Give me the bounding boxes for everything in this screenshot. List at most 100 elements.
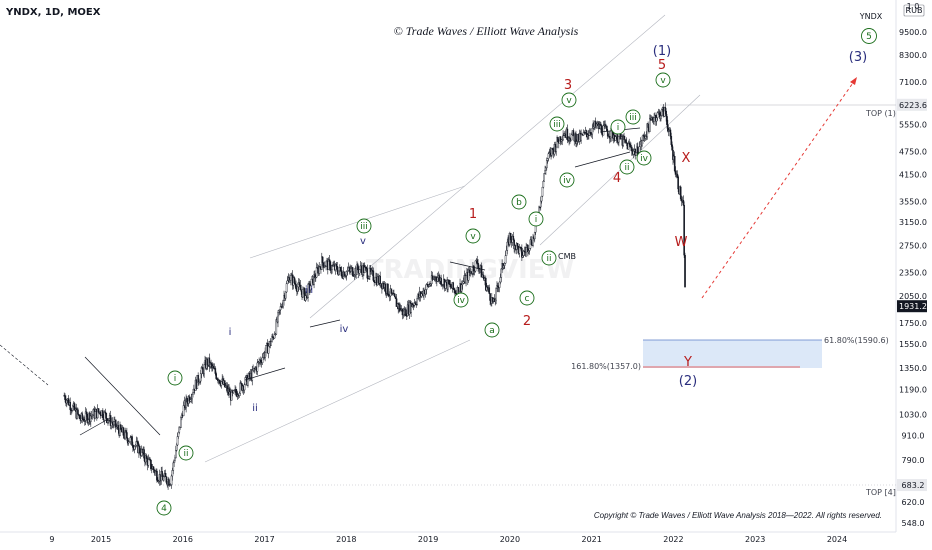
wave-label-blue: ii: [252, 403, 258, 414]
candle-body: [293, 277, 296, 284]
fib-618-label: 61.80%(1590.6): [824, 336, 889, 345]
candle-body: [670, 136, 673, 145]
candle-body: [444, 281, 447, 289]
time-tick-label: 2021: [581, 535, 601, 544]
candle-body: [641, 140, 643, 146]
candle-body: [289, 279, 291, 283]
candle-body: [150, 468, 153, 470]
wave-label-green-circle: [655, 72, 671, 88]
wave-label-green-circle: [636, 150, 652, 166]
candle-body: [623, 135, 625, 141]
cmb-label: CMB: [558, 252, 576, 261]
candle-body: [512, 235, 515, 241]
price-tick-label: 1190.0: [899, 386, 927, 395]
wave-label-blue: (1): [653, 44, 671, 59]
price-tick-label: 548.0: [902, 519, 925, 528]
candle-body: [265, 345, 267, 353]
candle-body: [64, 395, 66, 400]
candle-body: [545, 167, 547, 171]
candle-body: [653, 117, 655, 122]
candle-body: [366, 268, 369, 279]
candle-body: [97, 408, 100, 413]
price-tick-label: 910.0: [902, 432, 925, 441]
currency-label: RUB: [906, 6, 923, 15]
wave-label-green-circle: [619, 159, 635, 175]
candle-body: [414, 302, 417, 305]
candle-body: [576, 141, 578, 144]
candle-body: [126, 432, 128, 439]
candle-body: [606, 126, 608, 132]
candle-body: [532, 236, 534, 246]
candle-body: [174, 457, 176, 461]
wave-label-blue: (2): [679, 374, 697, 389]
wave-label-green-circle: [167, 370, 183, 386]
time-tick-label: 2018: [336, 535, 356, 544]
candle-body: [387, 283, 389, 295]
candle-body: [661, 109, 663, 116]
candle-body: [107, 420, 109, 423]
candle-body: [129, 437, 132, 442]
wave-label-red: 5: [658, 58, 666, 73]
wave-label-green: iii: [553, 120, 561, 130]
candle-body: [518, 246, 521, 254]
time-tick-label: 2023: [745, 535, 765, 544]
candle-body: [679, 186, 682, 200]
candle-body: [614, 136, 617, 141]
wave-label-green-circle: [519, 290, 535, 306]
candle-body: [630, 146, 633, 152]
candle-body: [309, 285, 312, 291]
candle-body: [200, 367, 203, 374]
candle-body: [133, 446, 136, 450]
time-tick-label: 2022: [663, 535, 683, 544]
candle-body: [336, 266, 339, 272]
candle-body: [175, 450, 177, 459]
wave-label-green-circle: [549, 116, 565, 132]
candle-body: [191, 394, 193, 400]
candle-body: [87, 419, 90, 423]
candle-body: [660, 115, 662, 120]
candle-body: [495, 288, 497, 301]
wave-label-red: 3: [564, 78, 572, 93]
wave-labels: 4iiiiiiivvabciiiiiiivviiiiiiivv5iiiiiiiv…: [156, 28, 877, 516]
price-tick-label: 4150.0: [899, 171, 927, 180]
candle-body: [328, 259, 331, 262]
symbol-line: YNDX, 1D, MOEX: [5, 7, 101, 18]
price-tick-label: 2750.0: [899, 241, 927, 250]
candle-body: [91, 414, 94, 416]
price-tick-label: 1350.0: [899, 364, 927, 373]
candle-body: [489, 293, 491, 301]
candle-body: [239, 382, 242, 394]
candle-body: [540, 195, 543, 202]
candle-body: [284, 291, 287, 299]
candle-body: [667, 124, 669, 132]
candle-body: [152, 466, 155, 471]
price-tick-label: 4750.0: [899, 147, 927, 156]
candle-body: [170, 475, 173, 485]
candle-body: [315, 267, 318, 278]
candle-body: [260, 359, 262, 363]
fib-1618-label: 161.80%(1357.0): [571, 362, 641, 371]
candle-body: [384, 283, 387, 292]
candle-body: [106, 418, 108, 423]
candle-body: [585, 130, 588, 134]
time-tick-label: 2019: [418, 535, 438, 544]
wave-label-green: ii: [624, 163, 629, 173]
candle-body: [138, 446, 141, 454]
candle-body: [285, 283, 288, 293]
candle-body: [454, 289, 456, 294]
time-tick-label: 2020: [500, 535, 520, 544]
currency-box: [903, 4, 925, 17]
candle-body: [358, 269, 361, 274]
wave-label-green: 4: [161, 504, 167, 514]
candle-body: [472, 265, 475, 272]
candle-body: [132, 445, 134, 448]
candle-body: [277, 312, 279, 323]
candle-body: [505, 250, 508, 256]
candle-body: [465, 275, 467, 284]
candle-body: [474, 260, 477, 272]
candle-body: [339, 267, 342, 271]
candle-body: [295, 284, 297, 290]
wave-label-green-circle: [559, 172, 575, 188]
candle-body: [275, 319, 278, 335]
candle-body: [71, 405, 74, 411]
